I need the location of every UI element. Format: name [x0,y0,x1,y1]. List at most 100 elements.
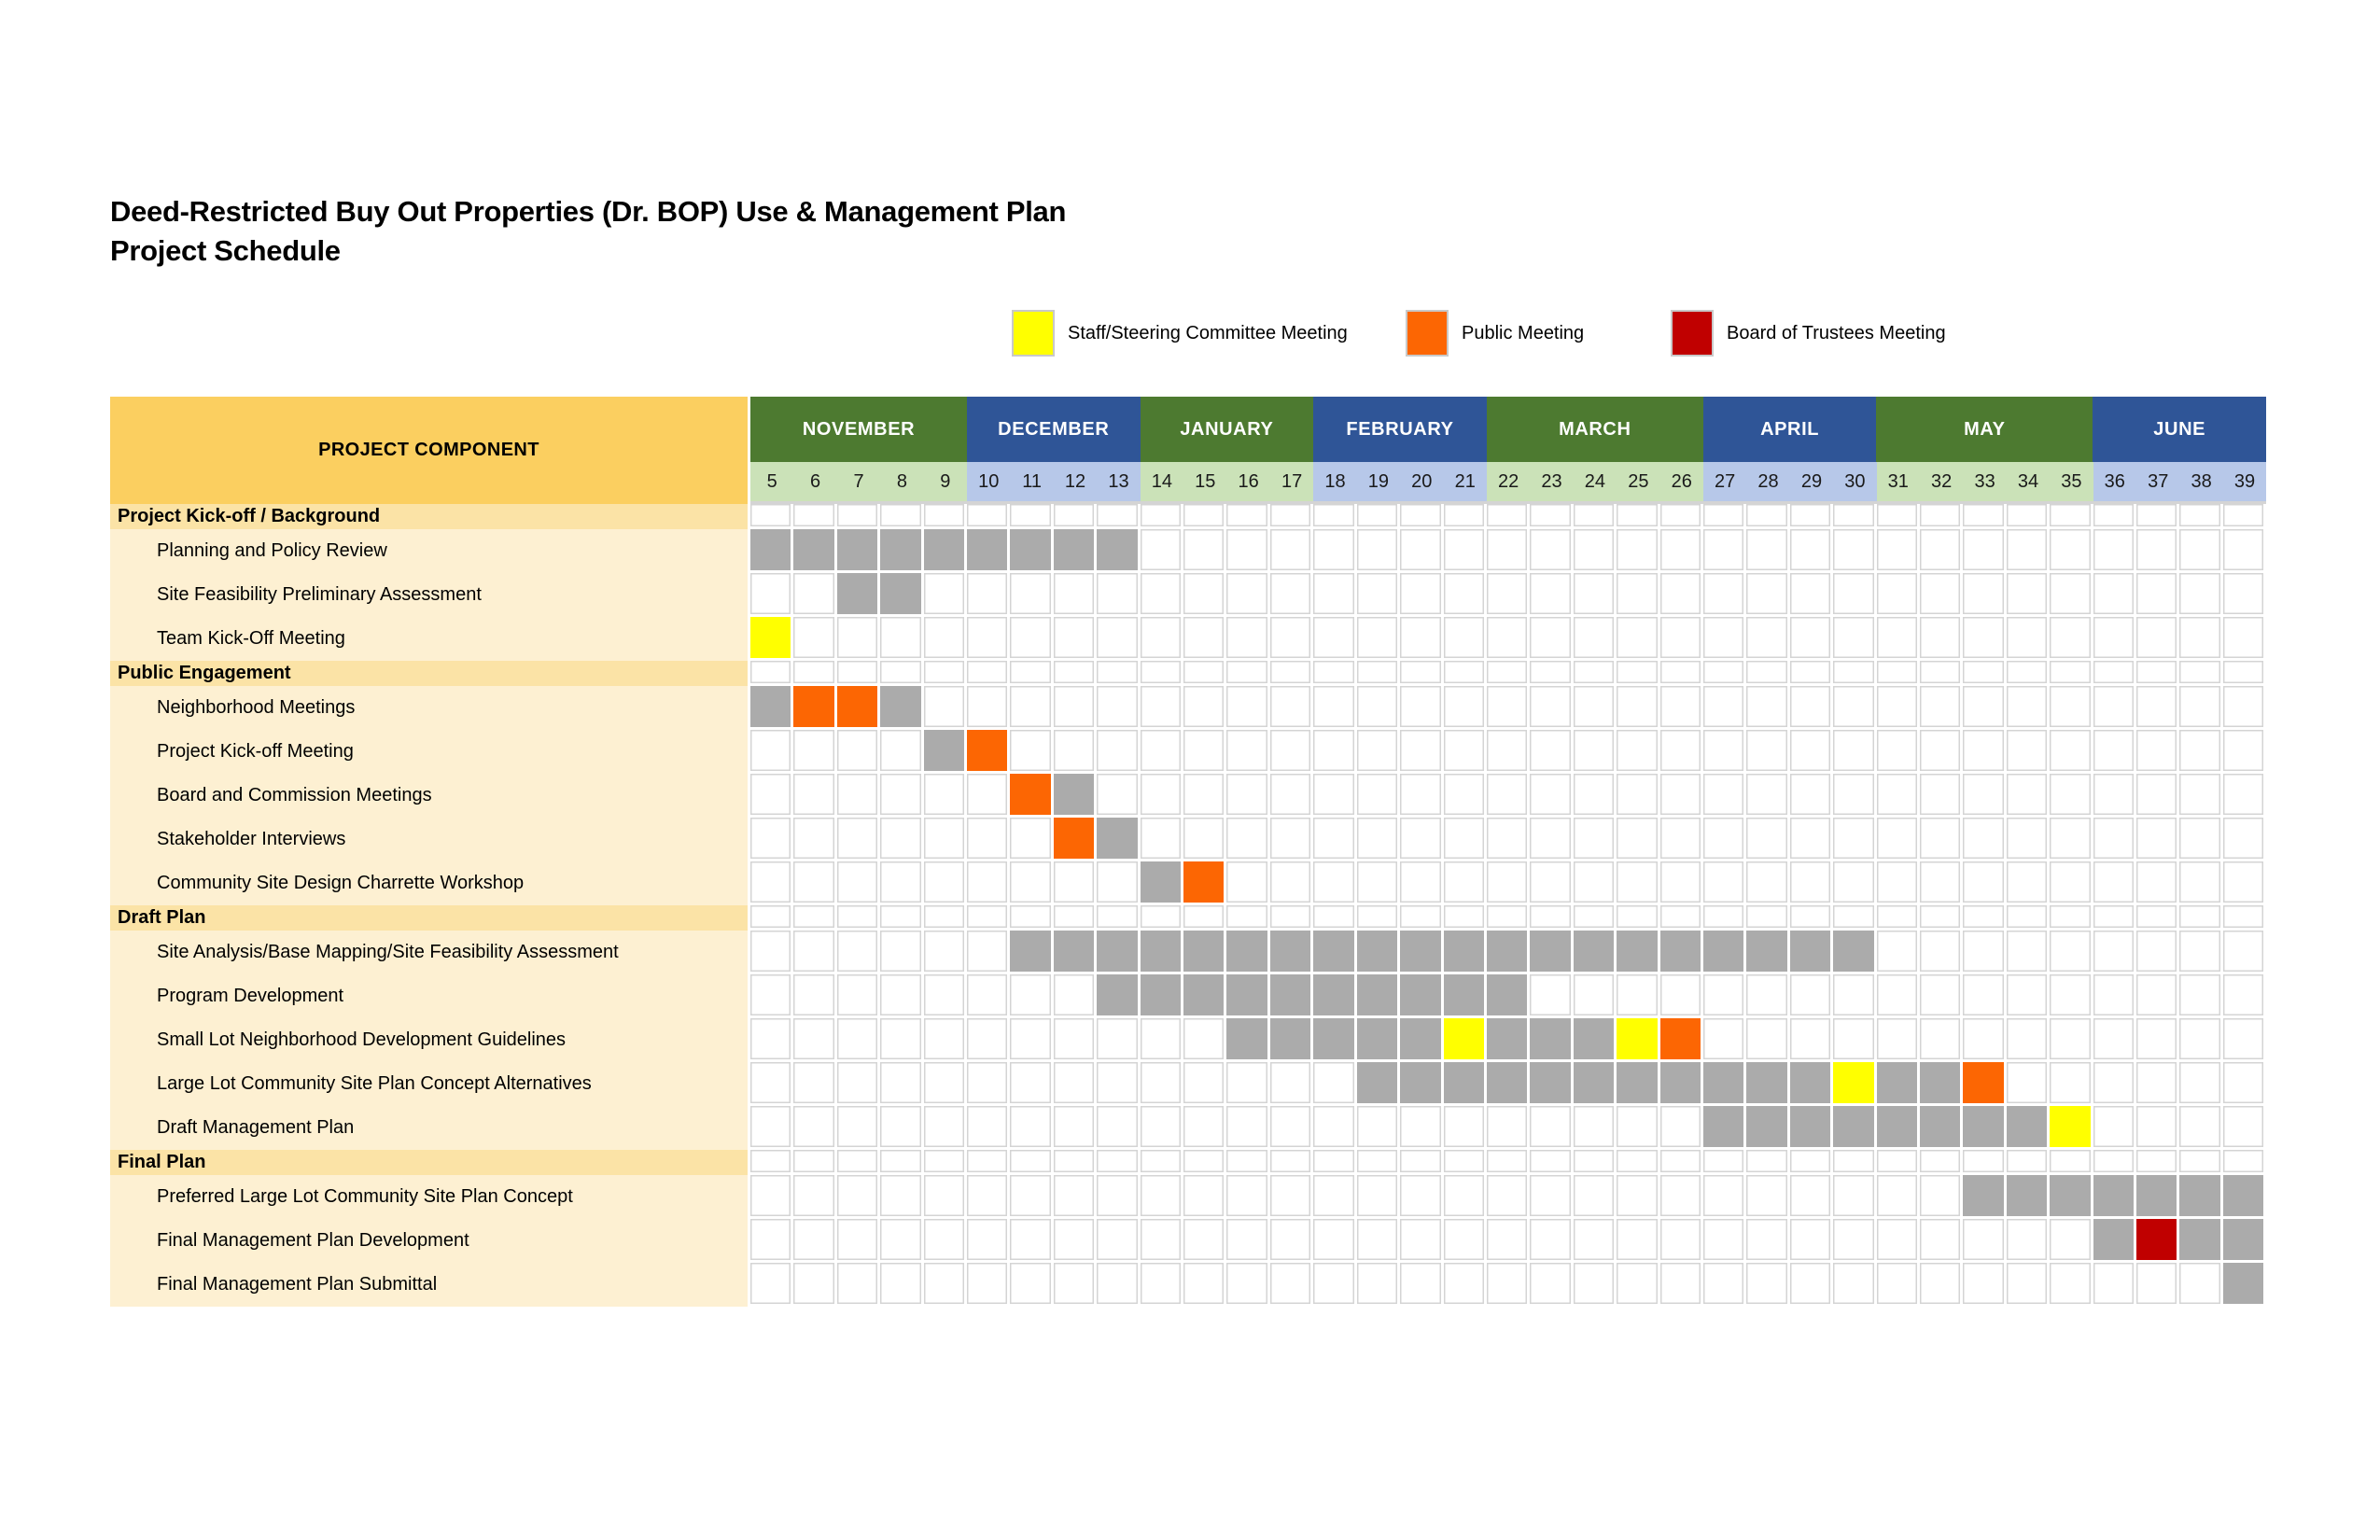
grid-cell [1833,686,1877,730]
grid-cell [1226,1175,1270,1219]
grid-cell [967,573,1011,617]
grid-cell [1963,1150,2007,1175]
week-header-12: 12 [1053,462,1098,501]
week-cells [750,905,2267,931]
grid-cell [1702,730,1747,774]
legend-label: Public Meeting [1462,322,1585,343]
grid-cell [1876,1175,1920,1219]
task-row-planning-and-policy-review: Planning and Policy Review [110,529,2267,573]
grid-cell [750,818,794,861]
legend-swatch-public-meeting [1406,310,1449,357]
grid-cell [2222,529,2267,573]
week-header-8: 8 [880,462,924,501]
grid-cell [1140,573,1184,617]
grid-cell [1400,861,1444,905]
grid-cell [1400,1150,1444,1175]
grid-cell [2222,1018,2267,1062]
grid-cell [1876,617,1920,661]
week-header-28: 28 [1746,462,1790,501]
task-bar-cell [1530,1062,1574,1106]
week-cells [750,730,2267,774]
grid-cell [1919,931,1964,974]
grid-cell [1789,974,1834,1018]
week-cells [750,661,2267,686]
task-bar-cell [923,529,968,573]
grid-cell [2006,529,2051,573]
grid-cell [923,905,968,931]
grid-cell [1226,617,1270,661]
grid-cell [1833,1263,1877,1307]
grid-cell [1486,1219,1531,1263]
grid-cell [1443,686,1487,730]
grid-cell [1400,1263,1444,1307]
month-header-december: DECEMBER [967,397,1141,462]
task-bar-cell [2006,1106,2051,1150]
task-bar-cell [1097,529,1141,573]
grid-cell [1183,529,1227,573]
month-header-june: JUNE [2093,397,2266,462]
grid-cell [1053,504,1098,529]
grid-cell [1617,504,1660,529]
grid-cell [1010,974,1054,1018]
task-row-preferred-large-lot-community-site-plan-concept: Preferred Large Lot Community Site Plan … [110,1175,2267,1219]
grid-cell [1702,774,1747,818]
grid-cell [923,861,968,905]
public-meeting-cell [1183,861,1227,905]
grid-cell [1269,1219,1314,1263]
grid-cell [2179,1150,2223,1175]
grid-cell [1486,686,1531,730]
grid-cell [793,1150,837,1175]
grid-cell [1919,1018,1964,1062]
grid-cell [1833,1219,1877,1263]
grid-cell [1053,573,1098,617]
grid-cell [1659,905,1703,931]
grid-cell [2222,774,2267,818]
task-bar-cell [1486,1018,1531,1062]
grid-cell [1919,974,1964,1018]
grid-cell [1573,529,1617,573]
grid-cell [1919,504,1964,529]
grid-cell [1400,774,1444,818]
task-bar-cell [1400,1062,1444,1106]
grid-cell [1963,1219,2007,1263]
grid-cell [2006,1150,2051,1175]
grid-cell [1963,861,2007,905]
grid-cell [1010,1018,1054,1062]
grid-cell [1010,686,1054,730]
public-meeting-cell [1963,1062,2007,1106]
grid-cell [1659,661,1703,686]
grid-cell [1702,1175,1747,1219]
grid-cell [1746,1150,1790,1175]
grid-cell [1053,617,1098,661]
grid-cell [2222,974,2267,1018]
task-label: Large Lot Community Site Plan Concept Al… [110,1062,750,1106]
grid-cell [1746,730,1790,774]
task-bar-cell [1486,1062,1531,1106]
grid-cell [1140,529,1184,573]
grid-cell [750,905,794,931]
grid-cell [1919,905,1964,931]
grid-cell [1097,1062,1141,1106]
grid-cell [1659,974,1703,1018]
task-bar-cell [2006,1175,2051,1219]
grid-cell [1833,905,1877,931]
grid-cell [1443,730,1487,774]
grid-cell [1617,730,1660,774]
grid-cell [1183,686,1227,730]
grid-cell [2222,931,2267,974]
grid-cell [1313,774,1357,818]
grid-cell [1183,1175,1227,1219]
week-header-15: 15 [1183,462,1227,501]
grid-cell [2050,974,2093,1018]
grid-cell [1617,905,1660,931]
grid-cell [1573,905,1617,931]
task-row-final-management-plan-development: Final Management Plan Development [110,1219,2267,1263]
week-header-21: 21 [1443,462,1487,501]
grid-cell [1919,617,1964,661]
grid-cell [2093,529,2136,573]
grid-cell [1313,1150,1357,1175]
grid-cell [1053,905,1098,931]
grid-cell [1226,573,1270,617]
grid-cell [750,861,794,905]
grid-cell [1183,661,1227,686]
